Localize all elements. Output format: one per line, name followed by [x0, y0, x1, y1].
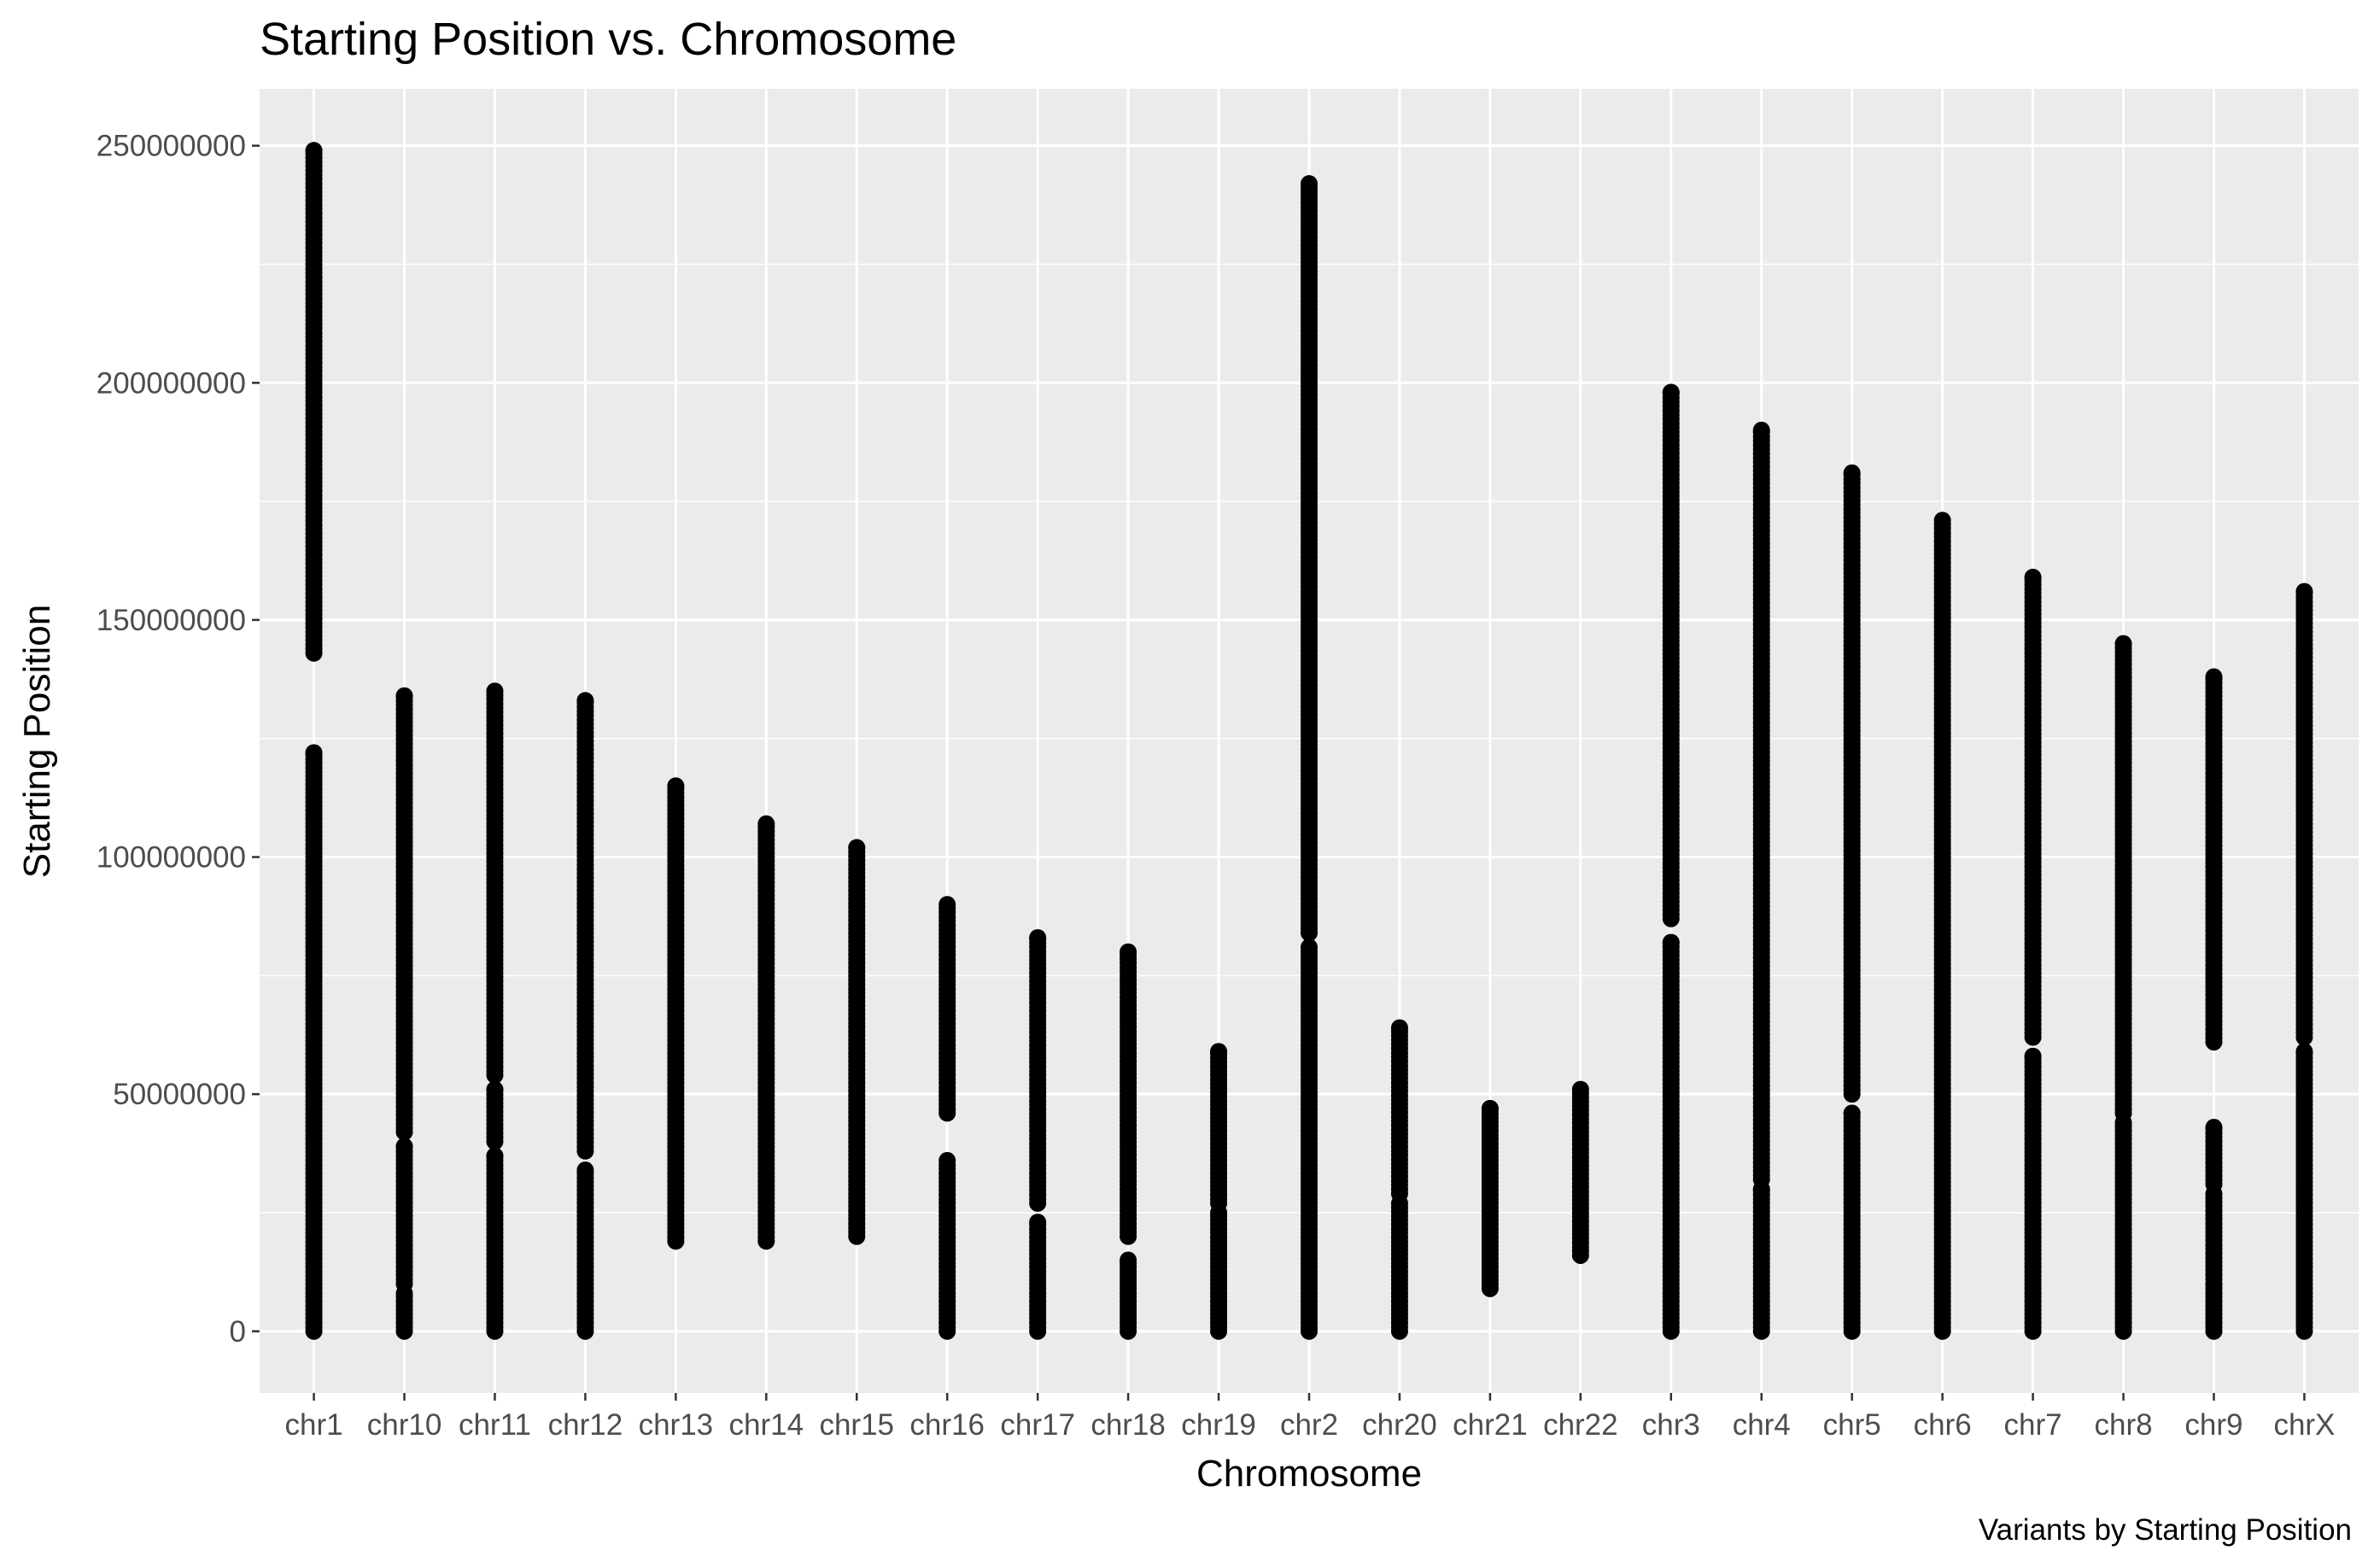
point-column-chr3 [1662, 383, 1680, 1340]
data-point [1752, 421, 1770, 439]
data-point [1029, 928, 1047, 946]
x-tick-label-chr5: chr5 [1823, 1408, 1881, 1442]
data-point [1210, 1043, 1228, 1061]
point-column-chr12 [576, 692, 594, 1340]
x-tick-label-chr20: chr20 [1362, 1408, 1437, 1442]
data-point [1481, 1099, 1499, 1117]
data-point [938, 896, 956, 914]
data-point [848, 839, 866, 857]
data-point [1029, 1214, 1047, 1232]
point-column-chr2 [1301, 175, 1318, 1340]
x-tick-label-chrX: chrX [2273, 1408, 2335, 1442]
data-point [1843, 1104, 1861, 1122]
data-point [1120, 1251, 1137, 1269]
y-tick-label: 0 [230, 1315, 246, 1349]
data-point [1843, 464, 1861, 482]
x-tick-label-chr11: chr11 [459, 1408, 531, 1442]
data-point [667, 777, 685, 795]
x-tick-label-chr12: chr12 [548, 1408, 623, 1442]
y-axis-title: Starting Position [16, 605, 58, 878]
data-point [1571, 1080, 1589, 1098]
y-tick-label: 200000000 [96, 366, 246, 400]
data-point [2205, 1119, 2223, 1137]
x-tick-label-chr7: chr7 [2004, 1408, 2062, 1442]
data-points [305, 142, 2313, 1340]
point-column-chr15 [848, 839, 866, 1245]
x-tick-label-chr13: chr13 [639, 1408, 714, 1442]
data-point [486, 1147, 504, 1165]
data-point [486, 682, 504, 700]
x-tick-label-chr9: chr9 [2184, 1408, 2242, 1442]
x-axis-title: Chromosome [1196, 1453, 1422, 1495]
data-point [1390, 1019, 1408, 1037]
x-tick-label-chr3: chr3 [1642, 1408, 1700, 1442]
data-point [395, 687, 413, 705]
data-point [1662, 933, 1680, 951]
point-column-chrX [2295, 582, 2313, 1340]
data-point [1933, 512, 1951, 529]
point-column-chr8 [2114, 635, 2132, 1340]
x-tick-label-chr2: chr2 [1280, 1408, 1338, 1442]
point-column-chr7 [2024, 568, 2042, 1340]
x-tick-label-chr18: chr18 [1091, 1408, 1166, 1442]
y-tick-label: 50000000 [113, 1078, 246, 1111]
data-point [2024, 568, 2042, 586]
data-point [576, 692, 594, 710]
point-column-chr5 [1843, 464, 1861, 1340]
x-tick-label-chr1: chr1 [285, 1408, 343, 1442]
point-column-chr22 [1571, 1080, 1589, 1264]
data-point [757, 815, 775, 833]
chart-caption: Variants by Starting Position [1979, 1513, 2352, 1547]
data-point [2114, 635, 2132, 652]
point-column-chr10 [395, 687, 413, 1340]
x-tick-label-chr10: chr10 [367, 1408, 442, 1442]
point-column-chr11 [486, 682, 504, 1340]
data-point [305, 744, 323, 762]
y-axis: 0 50000000 100000000 150000000 200000000 2500… [96, 130, 260, 1349]
data-point [1662, 383, 1680, 401]
point-column-chr20 [1390, 1019, 1408, 1340]
x-tick-label-chr4: chr4 [1733, 1408, 1791, 1442]
point-column-chr9 [2205, 668, 2223, 1340]
data-point [576, 1161, 594, 1179]
x-axis: chr1 chr10 chr11 chr12 chr13 chr14 chr15 chr16 c… [285, 1393, 2335, 1442]
point-column-chr6 [1933, 512, 1951, 1340]
data-point [395, 1138, 413, 1156]
point-column-chr21 [1481, 1099, 1499, 1297]
y-tick-label: 250000000 [96, 130, 246, 163]
data-point [2024, 1047, 2042, 1065]
x-tick-label-chr19: chr19 [1181, 1408, 1256, 1442]
data-point [1120, 943, 1137, 961]
chart-title: Starting Position vs. Chromosome [260, 14, 956, 65]
point-column-chr19 [1210, 1043, 1228, 1340]
data-point [2295, 1043, 2313, 1061]
point-column-chr1 [305, 142, 323, 1340]
point-column-chr17 [1029, 928, 1047, 1340]
x-tick-label-chr22: chr22 [1543, 1408, 1618, 1442]
data-point [1301, 939, 1318, 957]
y-tick-label: 150000000 [96, 604, 246, 637]
y-tick-label: 100000000 [96, 841, 246, 875]
data-point [2205, 668, 2223, 686]
data-point [1301, 175, 1318, 193]
data-point [486, 1080, 504, 1098]
point-column-chr13 [667, 777, 685, 1250]
point-column-chr4 [1752, 421, 1770, 1340]
data-point [305, 142, 323, 160]
x-tick-label-chr14: chr14 [729, 1408, 804, 1442]
data-point [2295, 582, 2313, 600]
x-tick-label-chr16: chr16 [909, 1408, 985, 1442]
x-tick-label-chr8: chr8 [2094, 1408, 2152, 1442]
point-column-chr14 [757, 815, 775, 1250]
point-column-chr16 [938, 896, 956, 1340]
x-tick-label-chr15: chr15 [819, 1408, 894, 1442]
x-tick-label-chr6: chr6 [1914, 1408, 1972, 1442]
data-point [938, 1151, 956, 1169]
x-tick-label-chr17: chr17 [1000, 1408, 1075, 1442]
x-tick-label-chr21: chr21 [1453, 1408, 1528, 1442]
point-column-chr18 [1120, 943, 1137, 1340]
